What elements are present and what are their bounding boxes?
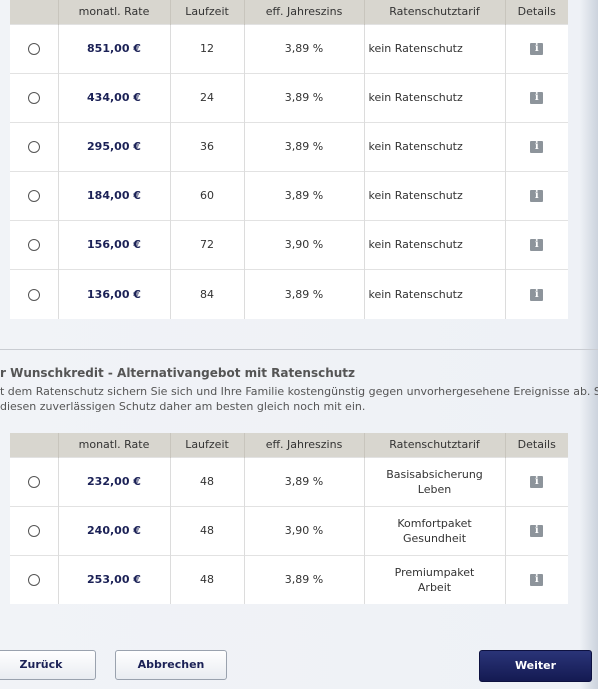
offers-table: monatl. Rate Laufzeit eff. Jahreszins Ra… bbox=[10, 0, 568, 319]
tarif-category: Gesundheit bbox=[402, 531, 467, 545]
info-icon[interactable]: i bbox=[530, 43, 544, 55]
table-row: 184,00 € 60 3,89 % kein Ratenschutz i bbox=[10, 170, 568, 220]
table-header-row: monatl. Rate Laufzeit eff. Jahreszins Ra… bbox=[10, 433, 568, 457]
table-row: 253,00 € 48 3,89 % Premiumpaket Arbeit i bbox=[10, 554, 568, 604]
section-divider bbox=[0, 349, 598, 350]
laufzeit-cell: 60 bbox=[169, 170, 244, 220]
tarif-cell: kein Ratenschutz bbox=[363, 170, 505, 220]
description-line: diesen zuverlässigen Schutz daher am bes… bbox=[0, 400, 366, 413]
tarif-category: Leben bbox=[417, 482, 452, 496]
table-row: 434,00 € 24 3,89 % kein Ratenschutz i bbox=[10, 72, 568, 122]
tarif-category: Arbeit bbox=[417, 580, 452, 594]
rate-cell: 184,00 € bbox=[57, 170, 170, 220]
laufzeit-cell: 72 bbox=[169, 219, 244, 269]
table-row: 156,00 € 72 3,90 % kein Ratenschutz i bbox=[10, 219, 568, 269]
offer-radio[interactable] bbox=[27, 92, 40, 104]
section-title: r Wunschkredit - Alternativangebot mit R… bbox=[0, 366, 356, 380]
section-description: t dem Ratenschutz sichern Sie sich und I… bbox=[0, 384, 598, 414]
offer-radio[interactable] bbox=[27, 525, 40, 537]
header-tarif: Ratenschutztarif bbox=[363, 433, 505, 457]
description-line: t dem Ratenschutz sichern Sie sich und I… bbox=[0, 385, 598, 398]
offer-radio[interactable] bbox=[27, 574, 40, 587]
zins-cell: 3,89 % bbox=[243, 121, 364, 171]
header-select bbox=[10, 433, 58, 457]
info-icon[interactable]: i bbox=[530, 574, 544, 587]
offer-radio[interactable] bbox=[27, 288, 40, 301]
rate-cell: 156,00 € bbox=[57, 219, 170, 269]
zins-cell: 3,89 % bbox=[243, 456, 364, 506]
zins-cell: 3,89 % bbox=[243, 23, 364, 73]
info-icon[interactable]: i bbox=[530, 141, 544, 153]
zins-cell: 3,89 % bbox=[243, 268, 364, 319]
laufzeit-cell: 24 bbox=[169, 72, 244, 122]
offer-radio[interactable] bbox=[27, 239, 40, 251]
zins-cell: 3,89 % bbox=[243, 72, 364, 122]
laufzeit-cell: 36 bbox=[169, 121, 244, 171]
offer-radio[interactable] bbox=[27, 141, 40, 153]
header-select bbox=[10, 0, 58, 24]
table-header-row: monatl. Rate Laufzeit eff. Jahreszins Ra… bbox=[10, 0, 568, 24]
laufzeit-cell: 12 bbox=[169, 23, 244, 73]
rate-cell: 434,00 € bbox=[57, 72, 170, 122]
offer-radio[interactable] bbox=[27, 43, 40, 55]
zins-cell: 3,89 % bbox=[243, 554, 364, 604]
tarif-cell: kein Ratenschutz bbox=[363, 268, 505, 319]
offer-radio[interactable] bbox=[27, 190, 40, 202]
tarif-cell: Komfortpaket Gesundheit bbox=[363, 505, 505, 555]
header-details: Details bbox=[504, 433, 568, 457]
tarif-cell: kein Ratenschutz bbox=[363, 121, 505, 171]
info-icon[interactable]: i bbox=[530, 525, 544, 537]
rate-cell: 253,00 € bbox=[57, 554, 170, 604]
tarif-cell: Premiumpaket Arbeit bbox=[363, 554, 505, 604]
header-tarif: Ratenschutztarif bbox=[363, 0, 505, 24]
info-icon[interactable]: i bbox=[530, 92, 544, 104]
zins-cell: 3,90 % bbox=[243, 219, 364, 269]
rate-cell: 851,00 € bbox=[57, 23, 170, 73]
info-icon[interactable]: i bbox=[530, 190, 544, 202]
zins-cell: 3,90 % bbox=[243, 505, 364, 555]
header-laufzeit: Laufzeit bbox=[169, 433, 244, 457]
laufzeit-cell: 84 bbox=[169, 268, 244, 319]
alternative-offers-table: monatl. Rate Laufzeit eff. Jahreszins Ra… bbox=[10, 433, 568, 604]
info-icon[interactable]: i bbox=[530, 476, 544, 488]
tarif-cell: kein Ratenschutz bbox=[363, 219, 505, 269]
header-zins: eff. Jahreszins bbox=[243, 0, 364, 24]
header-zins: eff. Jahreszins bbox=[243, 433, 364, 457]
table-row: 295,00 € 36 3,89 % kein Ratenschutz i bbox=[10, 121, 568, 171]
info-icon[interactable]: i bbox=[530, 239, 544, 251]
tarif-name: Premiumpaket bbox=[394, 565, 475, 579]
rate-cell: 240,00 € bbox=[57, 505, 170, 555]
header-rate: monatl. Rate bbox=[57, 433, 170, 457]
offer-radio[interactable] bbox=[27, 476, 40, 488]
next-button[interactable]: Weiter bbox=[479, 650, 592, 682]
tarif-cell: Basisabsicherung Leben bbox=[363, 456, 505, 506]
tarif-cell: kein Ratenschutz bbox=[363, 72, 505, 122]
table-row: 232,00 € 48 3,89 % Basisabsicherung Lebe… bbox=[10, 456, 568, 506]
rate-cell: 295,00 € bbox=[57, 121, 170, 171]
back-button[interactable]: Zurück bbox=[0, 650, 96, 680]
header-rate: monatl. Rate bbox=[57, 0, 170, 24]
info-icon[interactable]: i bbox=[530, 288, 544, 301]
tarif-name: Basisabsicherung bbox=[386, 467, 483, 481]
header-details: Details bbox=[504, 0, 568, 24]
table-row: 240,00 € 48 3,90 % Komfortpaket Gesundhe… bbox=[10, 505, 568, 555]
table-row: 136,00 € 84 3,89 % kein Ratenschutz i bbox=[10, 268, 568, 319]
cancel-button[interactable]: Abbrechen bbox=[115, 650, 227, 680]
rate-cell: 136,00 € bbox=[57, 268, 170, 319]
header-laufzeit: Laufzeit bbox=[169, 0, 244, 24]
table-row: 851,00 € 12 3,89 % kein Ratenschutz i bbox=[10, 23, 568, 73]
laufzeit-cell: 48 bbox=[169, 554, 244, 604]
tarif-cell: kein Ratenschutz bbox=[363, 23, 505, 73]
rate-cell: 232,00 € bbox=[57, 456, 170, 506]
tarif-name: Komfortpaket bbox=[397, 516, 472, 530]
laufzeit-cell: 48 bbox=[169, 456, 244, 506]
laufzeit-cell: 48 bbox=[169, 505, 244, 555]
zins-cell: 3,89 % bbox=[243, 170, 364, 220]
